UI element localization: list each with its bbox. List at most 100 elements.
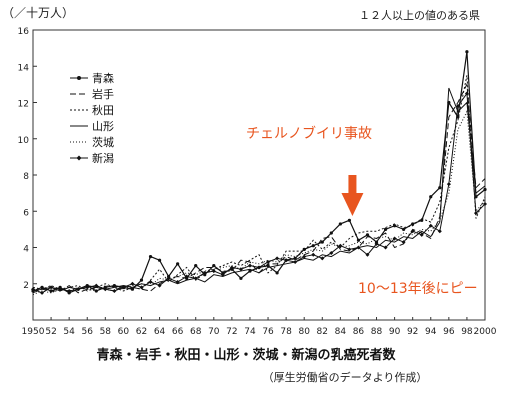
series-point <box>58 287 63 292</box>
chart-subtitle: １２人以上の値のある県 <box>359 9 480 22</box>
series-point <box>483 202 487 206</box>
y-axis-ticks: 2 4 6 8 10 12 14 16 <box>18 27 37 291</box>
x-tick-label: 86 <box>353 327 365 337</box>
series-point <box>193 276 198 281</box>
series-point <box>429 195 433 199</box>
y-tick-label: 10 <box>18 136 30 146</box>
x-tick-label: 72 <box>226 327 237 337</box>
series-point <box>157 283 162 288</box>
x-tick-label: 84 <box>335 327 347 337</box>
series-line-3 <box>32 75 486 292</box>
series-point <box>139 278 144 282</box>
series-point <box>383 245 388 250</box>
series-point <box>49 285 54 290</box>
legend-label: 青森 <box>92 71 114 85</box>
series-point <box>446 182 451 187</box>
series-point <box>374 241 379 246</box>
arrow-shaft <box>348 175 357 195</box>
series-point <box>455 104 460 109</box>
series-point <box>40 290 45 295</box>
x-tick-label: 58 <box>100 327 112 337</box>
chart-source: （厚生労働省のデータより作成） <box>263 370 428 384</box>
legend-label: 山形 <box>92 120 114 133</box>
series-point <box>139 285 144 290</box>
x-tick-label: 90 <box>389 327 401 337</box>
y-tick-label: 16 <box>18 27 30 37</box>
series-point <box>157 258 162 262</box>
series-point <box>94 283 99 288</box>
series-point <box>392 236 397 241</box>
x-tick-label: 94 <box>425 327 437 337</box>
series-point <box>275 256 280 261</box>
x-tick-label: 78 <box>280 327 292 337</box>
y-tick-label: 8 <box>23 172 29 182</box>
series-point <box>464 91 469 96</box>
series-point <box>383 227 388 231</box>
series-point <box>239 276 243 280</box>
x-tick-label: 62 <box>136 327 147 337</box>
series-point <box>338 222 342 226</box>
series-point <box>420 218 424 222</box>
legend-label: 秋田 <box>92 103 114 117</box>
series-point <box>428 223 433 228</box>
series-point <box>175 279 180 284</box>
y-tick-label: 6 <box>23 208 29 218</box>
series-point <box>229 265 234 270</box>
series-point <box>266 260 271 264</box>
x-tick-label: 80 <box>298 327 310 337</box>
series-point <box>347 218 351 222</box>
series-point <box>393 224 397 228</box>
x-tick-label: 54 <box>63 327 75 337</box>
x-tick-label: 2000 <box>474 327 497 337</box>
series-point <box>212 264 216 268</box>
x-axis-ticks: 1950 52 54 56 58 60 62 64 66 68 70 72 74 76 78 80 82 84 86… <box>22 317 497 337</box>
series-point <box>293 260 298 264</box>
series-point <box>320 240 324 244</box>
y-tick-label: 14 <box>18 63 30 73</box>
legend-marker <box>77 76 81 80</box>
series-point <box>401 240 406 245</box>
series-point <box>176 262 180 266</box>
series-point <box>166 276 171 281</box>
x-tick-label: 56 <box>82 327 94 337</box>
series-point <box>402 227 406 231</box>
x-tick-label: 60 <box>118 327 130 337</box>
x-tick-label: 52 <box>45 327 56 337</box>
series-point <box>202 270 207 275</box>
series-point <box>112 283 116 288</box>
series-point <box>257 265 261 270</box>
y-tick-label: 2 <box>23 281 29 291</box>
legend-marker <box>76 155 82 161</box>
annotation-chernobyl: チェルノブイリ事故 <box>246 125 372 142</box>
series-point <box>311 244 315 248</box>
series-point <box>483 187 487 192</box>
x-tick-label: 1950 <box>22 327 45 337</box>
series-point <box>302 254 307 259</box>
series-point <box>67 289 72 293</box>
x-tick-label: 64 <box>154 327 166 337</box>
series-point <box>311 252 316 257</box>
series-point <box>220 272 225 277</box>
x-tick-label: 68 <box>190 327 202 337</box>
legend-label: 茨城 <box>92 135 114 149</box>
series-point <box>211 269 216 274</box>
series-point <box>365 233 370 237</box>
series-point <box>438 186 442 190</box>
x-tick-label: 76 <box>262 327 274 337</box>
series-point <box>130 287 135 291</box>
series-point <box>238 267 243 272</box>
series-point <box>410 229 415 234</box>
x-tick-label: 96 <box>443 327 455 337</box>
series-point <box>347 247 352 252</box>
legend-label: 新潟 <box>92 151 114 165</box>
series-point <box>85 285 90 290</box>
series-point <box>329 250 334 255</box>
series-point <box>148 279 153 284</box>
y-tick-label: 4 <box>23 245 29 255</box>
series-point <box>148 254 153 259</box>
series-point <box>365 252 370 257</box>
series-point <box>31 287 35 292</box>
legend-label: 岩手 <box>92 87 114 101</box>
